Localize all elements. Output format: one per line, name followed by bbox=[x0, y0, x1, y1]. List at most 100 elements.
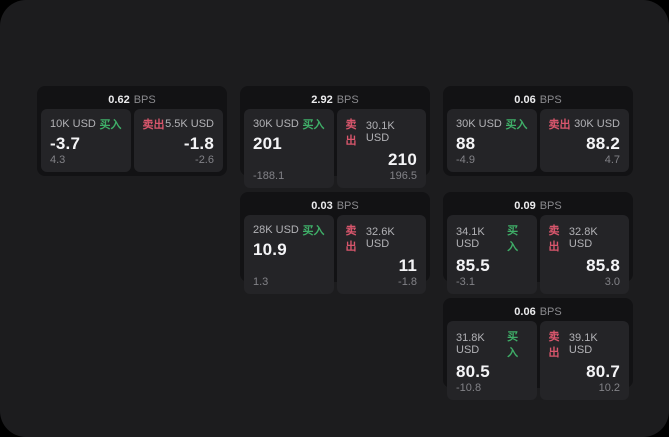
buy-amount: 31.8K USD bbox=[456, 332, 485, 356]
buy-panel[interactable]: 34.1K USD 买入 85.5 -3.1 bbox=[447, 215, 537, 294]
sell-button[interactable]: 卖出 bbox=[345, 225, 357, 253]
sell-button[interactable]: 卖出 bbox=[548, 119, 571, 131]
sell-button[interactable]: 卖出 bbox=[142, 119, 165, 131]
sell-panel-header: 卖出 32.8K USD bbox=[549, 222, 621, 254]
quote-panels: 10K USD 买入 -3.7 4.3 卖出 5.5K USD -1.8 -2.… bbox=[41, 109, 223, 172]
sell-panel-header: 卖出 30.1K USD bbox=[346, 116, 418, 148]
bps-value: 0.06 bbox=[514, 306, 536, 318]
buy-panel[interactable]: 31.8K USD 买入 80.5 -10.8 bbox=[447, 321, 537, 400]
quote-card: 0.03 BPS 28K USD 买入 10.9 1.3 卖出 32.6K US… bbox=[240, 192, 430, 294]
bps-header: 0.06 BPS bbox=[447, 302, 629, 321]
buy-change-value: -188.1 bbox=[253, 169, 285, 182]
buy-panel-header: 10K USD 买入 bbox=[50, 116, 122, 132]
bps-value: 0.06 bbox=[514, 94, 536, 106]
quote-panels: 28K USD 买入 10.9 1.3 卖出 32.6K USD 11 -1.8 bbox=[244, 215, 426, 294]
buy-button[interactable]: 买入 bbox=[505, 119, 528, 131]
bps-unit-label: BPS bbox=[133, 94, 156, 106]
quote-card: 0.06 BPS 30K USD 买入 88 -4.9 卖出 30K USD 8… bbox=[443, 86, 633, 176]
sell-panel[interactable]: 卖出 39.1K USD 80.7 10.2 bbox=[539, 321, 629, 400]
quote-card: 0.09 BPS 34.1K USD 买入 85.5 -3.1 卖出 32.8K… bbox=[443, 192, 633, 294]
bps-value: 0.09 bbox=[514, 200, 536, 212]
buy-panel[interactable]: 30K USD 买入 201 -188.1 bbox=[244, 109, 334, 188]
bps-header: 0.62 BPS bbox=[41, 90, 223, 109]
sell-amount: 30.1K USD bbox=[365, 120, 395, 144]
quote-panels: 31.8K USD 买入 80.5 -10.8 卖出 39.1K USD 80.… bbox=[447, 321, 629, 400]
buy-panel-header: 34.1K USD 买入 bbox=[456, 222, 528, 254]
sell-panel[interactable]: 卖出 32.8K USD 85.8 3.0 bbox=[539, 215, 629, 294]
sell-button[interactable]: 卖出 bbox=[548, 331, 560, 359]
sell-change-value: -1.8 bbox=[398, 275, 417, 288]
buy-panel-header: 31.8K USD 买入 bbox=[456, 328, 528, 360]
buy-amount: 10K USD bbox=[50, 118, 96, 130]
bps-value: 0.03 bbox=[311, 200, 333, 212]
buy-amount: 28K USD bbox=[253, 224, 299, 236]
bps-header: 0.06 BPS bbox=[447, 90, 629, 109]
quote-panels: 30K USD 买入 88 -4.9 卖出 30K USD 88.2 4.7 bbox=[447, 109, 629, 172]
sell-price: 85.8 bbox=[586, 256, 620, 275]
sell-change-value: 3.0 bbox=[604, 275, 620, 288]
buy-amount: 34.1K USD bbox=[456, 226, 485, 250]
sell-panel-header: 卖出 39.1K USD bbox=[549, 328, 621, 360]
buy-panel-header: 30K USD 买入 bbox=[253, 116, 325, 132]
buy-change-value: -4.9 bbox=[456, 154, 475, 166]
quote-card-grid: 0.62 BPS 10K USD 买入 -3.7 4.3 卖出 5.5K USD… bbox=[37, 86, 633, 400]
buy-button[interactable]: 买入 bbox=[507, 331, 519, 359]
buy-price: 88 bbox=[456, 134, 476, 153]
sell-price: 11 bbox=[398, 256, 417, 275]
bps-value: 0.62 bbox=[108, 94, 130, 106]
buy-panel[interactable]: 10K USD 买入 -3.7 4.3 bbox=[41, 109, 131, 172]
buy-amount: 30K USD bbox=[253, 118, 299, 130]
sell-panel[interactable]: 卖出 32.6K USD 11 -1.8 bbox=[336, 215, 426, 294]
bps-unit-label: BPS bbox=[539, 306, 562, 318]
sell-price: 80.7 bbox=[586, 362, 620, 381]
sell-panel-header: 卖出 32.6K USD bbox=[346, 222, 418, 254]
sell-amount: 5.5K USD bbox=[165, 118, 214, 130]
quote-panels: 30K USD 买入 201 -188.1 卖出 30.1K USD 210 1… bbox=[244, 109, 426, 188]
bps-unit-label: BPS bbox=[539, 94, 562, 106]
bps-header: 2.92 BPS bbox=[244, 90, 426, 109]
sell-panel-header: 卖出 5.5K USD bbox=[143, 116, 215, 132]
sell-change-value: 196.5 bbox=[389, 169, 417, 182]
bps-value: 2.92 bbox=[311, 94, 333, 106]
sell-price: -1.8 bbox=[183, 134, 214, 153]
quote-card: 0.06 BPS 31.8K USD 买入 80.5 -10.8 卖出 39.1… bbox=[443, 298, 633, 400]
sell-panel[interactable]: 卖出 30.1K USD 210 196.5 bbox=[336, 109, 426, 188]
buy-price: 85.5 bbox=[456, 256, 490, 275]
buy-price: 80.5 bbox=[456, 362, 490, 381]
buy-button[interactable]: 买入 bbox=[507, 225, 519, 253]
buy-button[interactable]: 买入 bbox=[302, 119, 325, 131]
buy-change-value: -3.1 bbox=[456, 275, 475, 288]
sell-amount: 30K USD bbox=[574, 118, 620, 130]
quote-card: 2.92 BPS 30K USD 买入 201 -188.1 卖出 30.1K … bbox=[240, 86, 430, 188]
buy-change-value: 4.3 bbox=[50, 154, 66, 166]
buy-price: -3.7 bbox=[50, 134, 81, 153]
buy-price: 10.9 bbox=[253, 240, 287, 259]
bps-header: 0.03 BPS bbox=[244, 196, 426, 215]
sell-amount: 32.8K USD bbox=[568, 226, 598, 250]
buy-button[interactable]: 买入 bbox=[302, 225, 325, 237]
sell-button[interactable]: 卖出 bbox=[345, 119, 357, 147]
sell-change-value: 10.2 bbox=[598, 381, 620, 394]
bps-unit-label: BPS bbox=[336, 200, 359, 212]
buy-panel-header: 28K USD 买入 bbox=[253, 222, 325, 238]
sell-change-value: -2.6 bbox=[195, 154, 214, 166]
buy-panel-header: 30K USD 买入 bbox=[456, 116, 528, 132]
sell-panel[interactable]: 卖出 5.5K USD -1.8 -2.6 bbox=[133, 109, 223, 172]
buy-button[interactable]: 买入 bbox=[99, 119, 122, 131]
buy-panel[interactable]: 30K USD 买入 88 -4.9 bbox=[447, 109, 537, 172]
sell-amount: 39.1K USD bbox=[568, 332, 598, 356]
buy-change-value: 1.3 bbox=[253, 275, 269, 288]
bps-unit-label: BPS bbox=[336, 94, 359, 106]
sell-panel[interactable]: 卖出 30K USD 88.2 4.7 bbox=[539, 109, 629, 172]
sell-change-value: 4.7 bbox=[604, 154, 620, 166]
buy-panel[interactable]: 28K USD 买入 10.9 1.3 bbox=[244, 215, 334, 294]
bps-header: 0.09 BPS bbox=[447, 196, 629, 215]
buy-amount: 30K USD bbox=[456, 118, 502, 130]
sell-price: 88.2 bbox=[586, 134, 620, 153]
sell-panel-header: 卖出 30K USD bbox=[549, 116, 621, 132]
quote-card: 0.62 BPS 10K USD 买入 -3.7 4.3 卖出 5.5K USD… bbox=[37, 86, 227, 176]
sell-price: 210 bbox=[388, 150, 417, 169]
sell-button[interactable]: 卖出 bbox=[548, 225, 560, 253]
sell-amount: 32.6K USD bbox=[365, 226, 395, 250]
